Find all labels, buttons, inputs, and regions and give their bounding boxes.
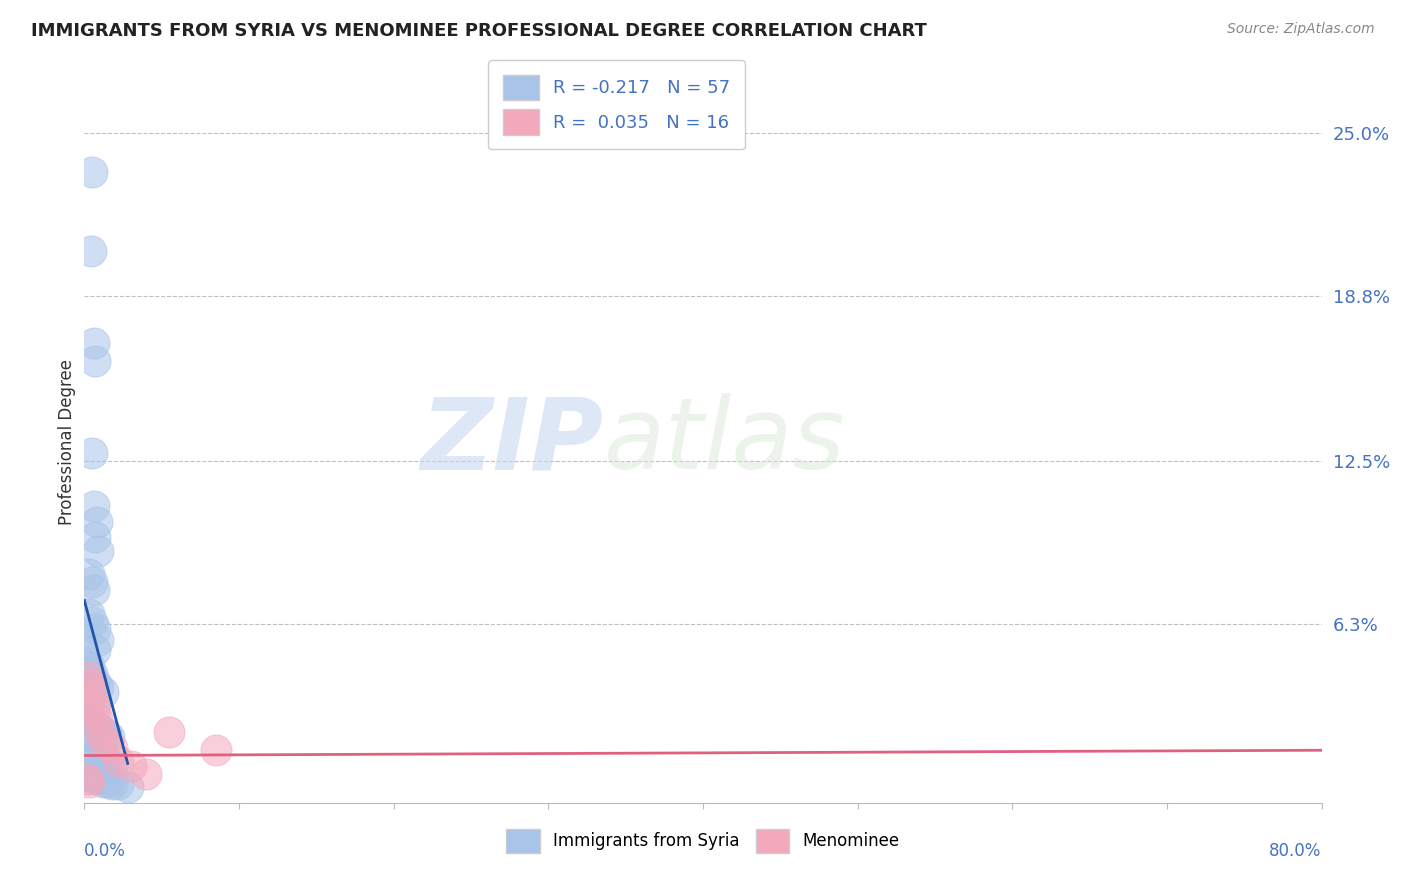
Point — [94, 727, 117, 741]
Point — [101, 740, 124, 755]
Text: Source: ZipAtlas.com: Source: ZipAtlas.com — [1227, 22, 1375, 37]
Point — [77, 770, 100, 784]
Point — [84, 531, 107, 545]
Point — [83, 582, 105, 597]
Point — [77, 659, 100, 673]
Point — [89, 724, 111, 739]
Point — [76, 743, 98, 757]
Point — [83, 717, 105, 731]
Point — [91, 685, 114, 699]
Point — [87, 754, 110, 768]
Point — [84, 754, 107, 768]
Point — [91, 774, 114, 789]
Point — [86, 712, 108, 726]
Point — [77, 746, 100, 760]
Point — [86, 515, 108, 529]
Point — [76, 767, 98, 781]
Point — [135, 767, 157, 781]
Point — [79, 712, 101, 726]
Point — [84, 643, 107, 657]
Point — [93, 756, 115, 771]
Point — [82, 770, 104, 784]
Point — [82, 751, 104, 765]
Point — [79, 244, 101, 258]
Legend: Immigrants from Syria, Menominee: Immigrants from Syria, Menominee — [499, 822, 907, 860]
Point — [83, 698, 105, 713]
Point — [77, 774, 100, 789]
Point — [86, 720, 108, 734]
Point — [79, 748, 101, 763]
Text: ZIP: ZIP — [420, 393, 605, 490]
Text: atlas: atlas — [605, 393, 845, 490]
Point — [84, 623, 107, 637]
Point — [82, 446, 104, 460]
Point — [120, 759, 142, 773]
Point — [82, 165, 104, 179]
Text: 80.0%: 80.0% — [1270, 842, 1322, 860]
Point — [75, 740, 97, 755]
Point — [98, 730, 121, 744]
Point — [83, 336, 105, 351]
Point — [75, 767, 97, 781]
Point — [96, 756, 118, 771]
Point — [82, 615, 104, 629]
Point — [96, 774, 118, 789]
Point — [77, 709, 100, 723]
Point — [77, 567, 100, 582]
Point — [77, 607, 100, 621]
Point — [82, 575, 104, 590]
Y-axis label: Professional Degree: Professional Degree — [58, 359, 76, 524]
Point — [117, 780, 139, 794]
Point — [84, 704, 107, 718]
Point — [83, 499, 105, 513]
Point — [79, 677, 101, 691]
Point — [89, 723, 111, 737]
Point — [76, 772, 98, 786]
Point — [87, 543, 110, 558]
Point — [82, 714, 104, 729]
Point — [77, 670, 100, 684]
Point — [75, 654, 97, 668]
Point — [77, 665, 100, 679]
Point — [107, 754, 129, 768]
Point — [75, 701, 97, 715]
Text: IMMIGRANTS FROM SYRIA VS MENOMINEE PROFESSIONAL DEGREE CORRELATION CHART: IMMIGRANTS FROM SYRIA VS MENOMINEE PROFE… — [31, 22, 927, 40]
Point — [159, 724, 180, 739]
Point — [107, 777, 129, 791]
Point — [91, 732, 114, 747]
Point — [205, 743, 228, 757]
Point — [101, 777, 124, 791]
Text: 0.0%: 0.0% — [84, 842, 127, 860]
Point — [76, 706, 98, 721]
Point — [91, 724, 114, 739]
Point — [87, 632, 110, 647]
Point — [82, 685, 104, 699]
Point — [84, 354, 107, 368]
Point — [101, 759, 124, 773]
Point — [87, 772, 110, 786]
Point — [90, 754, 112, 768]
Point — [84, 675, 107, 690]
Point — [82, 667, 104, 681]
Point — [87, 680, 110, 694]
Point — [84, 772, 107, 786]
